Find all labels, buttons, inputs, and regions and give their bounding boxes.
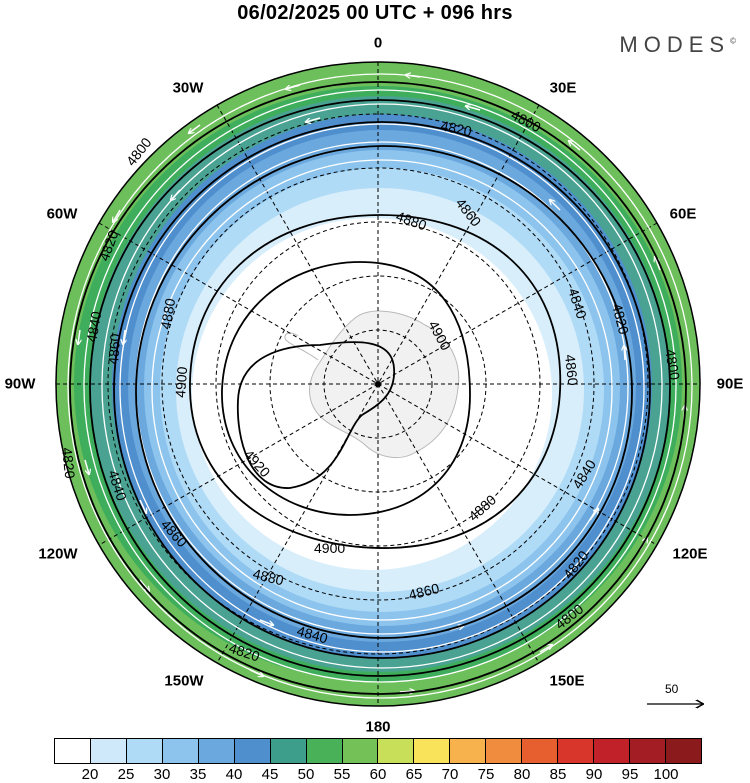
map-title: 06/02/2025 00 UTC + 096 hrs	[237, 2, 513, 24]
color-scale-tick-label: 90	[585, 766, 603, 783]
color-swatch	[90, 739, 127, 763]
color-scale-bar	[54, 738, 702, 764]
color-swatch	[486, 739, 523, 763]
color-scale-ticks: 20 25 30 35 40 45 50 55 60 65 70 75 80 85 90 95 100	[54, 766, 702, 783]
color-scale-tick-label: 25	[117, 766, 135, 783]
geopotential-contours	[69, 81, 687, 695]
contour-label-4880-w: 4880	[157, 297, 178, 331]
contour-label-4840-w: 4840	[83, 310, 104, 344]
reference-arrow-icon	[647, 699, 705, 709]
color-scale-tick-label: 65	[405, 766, 423, 783]
color-swatch	[630, 739, 666, 763]
color-scale-tick-label: 60	[369, 766, 387, 783]
color-swatch	[162, 739, 199, 763]
color-scale-tick-label: 95	[621, 766, 639, 783]
color-scale-tick-label: 50	[297, 766, 315, 783]
lon-label-60w: 60W	[46, 205, 78, 223]
contour-label-4880-s: 4880	[251, 565, 285, 588]
color-swatch	[414, 739, 451, 763]
color-swatch	[234, 739, 271, 763]
antarctica-land	[284, 310, 460, 459]
color-scale-tick-label: 75	[477, 766, 495, 783]
lon-label-120w: 120W	[38, 545, 78, 563]
contour-label-4860-w: 4860	[105, 333, 123, 365]
color-swatch	[270, 739, 307, 763]
modes-logo: MODES©	[619, 32, 736, 58]
reference-vector: 50	[645, 682, 705, 712]
brand-name: MODES	[619, 32, 731, 57]
contour-label-4800-e: 4800	[662, 348, 683, 382]
color-scale-tick-label: 35	[189, 766, 207, 783]
contour-label-4820-e: 4820	[609, 302, 632, 336]
contour-label-4900-w: 4900	[172, 366, 190, 398]
color-swatch	[558, 739, 595, 763]
contour-label-4860-s: 4860	[407, 580, 441, 603]
contour-label-4900-s: 4900	[314, 540, 345, 556]
color-scale-tick-label: 80	[513, 766, 531, 783]
lon-label-90w: 90W	[4, 375, 36, 393]
contour-label-4860-e: 4860	[562, 354, 581, 387]
lon-label-150e: 150E	[549, 672, 585, 690]
color-swatch	[665, 739, 701, 763]
lon-label-30e: 30E	[549, 79, 577, 97]
color-scale-tick-label: 30	[153, 766, 171, 783]
color-scale-tick-label: 70	[441, 766, 459, 783]
copyright-mark: ©	[730, 36, 736, 46]
color-swatch	[55, 739, 91, 763]
lon-label-0: 0	[373, 34, 383, 52]
color-swatch	[378, 739, 415, 763]
color-scale-tick-label: 40	[225, 766, 243, 783]
color-swatch	[198, 739, 235, 763]
color-scale-tick-label: 45	[261, 766, 279, 783]
map-border	[55, 61, 701, 707]
color-swatch	[450, 739, 487, 763]
reference-vector-label: 50	[665, 682, 679, 696]
color-swatch	[126, 739, 163, 763]
lon-label-30w: 30W	[172, 79, 204, 97]
lon-label-180: 180	[365, 718, 391, 736]
lon-label-120e: 120E	[672, 545, 708, 563]
color-scale-tick-label: 85	[549, 766, 567, 783]
wind-streamlines	[67, 73, 693, 699]
lon-label-60e: 60E	[669, 205, 697, 223]
color-swatch	[342, 739, 379, 763]
color-swatch	[522, 739, 559, 763]
lon-label-90e: 90E	[716, 375, 744, 393]
color-scale-tick-label: 100	[653, 766, 679, 783]
color-swatch	[306, 739, 343, 763]
lon-label-150w: 150W	[164, 672, 204, 690]
color-scale-tick-label: 20	[81, 766, 99, 783]
contour-label-4820-n: 4820	[439, 117, 473, 139]
color-swatch	[594, 739, 630, 763]
color-scale-tick-label: 55	[333, 766, 351, 783]
south-pole-marker	[375, 381, 381, 387]
